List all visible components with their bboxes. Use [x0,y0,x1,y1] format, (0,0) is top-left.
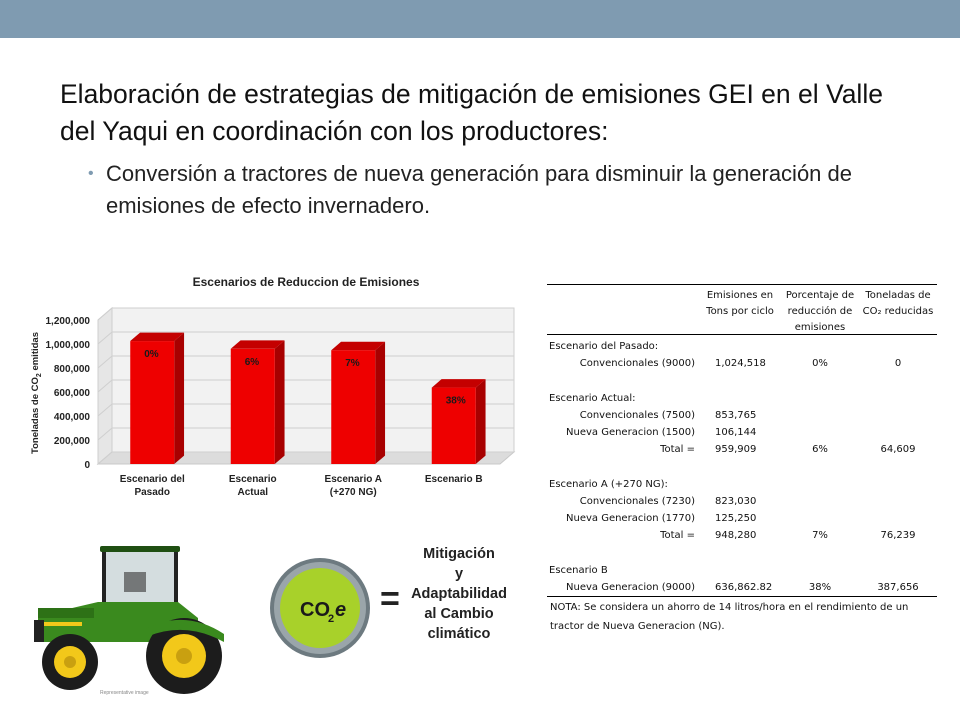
table-cell-percentage: 7% [812,530,828,542]
bar-data-label: 6% [245,357,260,368]
bar [130,341,175,464]
mitigation-line: climático [427,626,491,642]
table-cell-percentage: 38% [808,581,832,593]
co2e-coin-icon: CO 2 e [270,558,370,658]
emissions-chart-svg: 0 200,000 400,000 600,000 800,000 1,000,000 1,… [30,275,516,498]
chart-gridline [97,307,514,321]
table-cell-emissions: 823,030 [715,495,757,507]
mitigation-line: Mitigación [423,546,495,562]
table-cell-reduced: 387,656 [877,581,919,593]
y-tick-label: 200,000 [54,436,91,447]
header-reduced-line1: Toneladas de [865,290,931,301]
equals-sign: = [380,580,400,618]
x-tick-label: (+270 NG) [330,487,377,498]
table-row-label: Convencionales (9000) [579,358,695,370]
bar-top [431,379,486,388]
bar-data-label: 0% [144,349,159,360]
table-row-label: Total = [660,530,695,542]
header-emissions-line2: Tons por ciclo [706,306,774,317]
header-reduced-line2: CO₂ reducidas [862,306,934,317]
bar [331,350,376,464]
bar-side [174,332,185,464]
header-percentage-line2: reducción de [787,306,853,317]
bar-side [375,341,386,464]
chart-gridline [97,331,514,345]
table-cell-emissions: 1,024,518 [715,358,766,370]
table-cell-emissions: 125,250 [715,513,757,524]
y-tick-label: 400,000 [54,412,91,423]
table-bottom-rule [547,596,937,597]
header-percentage: Porcentaje de reducción de emisiones [781,288,859,336]
mitigation-line: y [454,566,464,582]
table-cell-emissions: 853,765 [715,409,757,421]
table-cell-reduced: 64,609 [880,444,916,456]
header-reduced: Toneladas de CO₂ reducidas [859,288,937,320]
y-tick-label: 1,200,000 [46,316,91,327]
table-section-label: Escenario A (+270 NG): [549,478,668,490]
bar [230,348,275,464]
y-tick-label: 800,000 [54,364,91,375]
tractor-caption: Representative image [100,690,149,696]
table-cell-reduced: 0 [894,358,902,370]
table-cell-percentage: 0% [812,358,828,370]
mitigation-line: al Cambio [424,606,494,622]
bar-side [274,340,285,464]
x-tick-label: Escenario [229,474,277,485]
table-cell-emissions: 636,862.82 [715,581,773,593]
coin-sub: 2 [328,613,334,625]
chart-title: Escenarios de Reduccion de Emisiones [193,275,420,289]
x-tick-label: Escenario A [325,474,382,485]
y-tick-label: 0 [84,460,90,471]
table-row-label: Nueva Generacion (9000) [566,581,695,593]
x-tick-label: Actual [237,487,268,498]
header-percentage-line1: Porcentaje de [785,290,855,301]
table-section-label: Escenario del Pasado: [549,341,659,352]
y-tick-label: 1,000,000 [46,340,91,351]
table-row-label: Convencionales (7230) [579,495,695,507]
x-tick-label: Escenario B [425,474,483,485]
table-header-rule [547,334,937,335]
bullet-text: Conversión a tractores de nueva generaci… [106,161,853,218]
y-tick-label: 600,000 [54,388,91,399]
table-section-label: Escenario Actual: [549,392,636,404]
bar-data-label: 38% [446,396,466,407]
x-tick-label: Pasado [134,487,170,498]
bar-top [230,340,285,349]
table-row-label: Convencionales (7500) [579,409,695,421]
bar-data-label: 7% [345,358,360,369]
mitigation-line: Adaptabilidad [411,586,507,602]
table-cell-emissions: 959,909 [715,444,757,456]
bar [431,387,476,464]
bullet-dot-icon: • [88,165,94,182]
top-accent-bar [0,0,960,38]
table-cell-emissions: 948,280 [715,530,757,542]
table-row-label: Nueva Generacion (1500) [566,427,695,438]
table-section-label: Escenario B [549,564,608,576]
table-cell-emissions: 106,144 [715,427,757,438]
header-percentage-line3: emisiones [794,322,846,333]
bar-top [331,341,386,351]
table-top-rule [547,284,937,285]
bar-top [130,332,185,342]
header-emissions-line1: Emisiones en [706,290,774,301]
slide-title: Elaboración de estrategias de mitigación… [60,79,883,146]
bar-side [475,379,486,464]
table-cell-reduced: 76,239 [880,530,916,542]
table-note: NOTA: Se considera un ahorro de 14 litro… [550,602,909,632]
table-cell-percentage: 6% [812,444,828,456]
header-emissions: Emisiones en Tons por ciclo [699,288,781,320]
x-tick-label: Escenario del [120,474,185,485]
table-row-label: Total = [660,444,695,456]
coin-label: CO [300,599,330,621]
tractor-icon: Representative image [34,546,224,696]
mitigation-text: Mitigación y Adaptabilidad al Cambio cli… [404,544,514,644]
emissions-chart: 0 200,000 400,000 600,000 800,000 1,000,000 1,… [26,268,526,508]
y-axis-label: Toneladas de CO2 emitidas [30,332,43,454]
coin-suffix: e [335,599,346,621]
table-row-label: Nueva Generacion (1770) [566,513,695,524]
